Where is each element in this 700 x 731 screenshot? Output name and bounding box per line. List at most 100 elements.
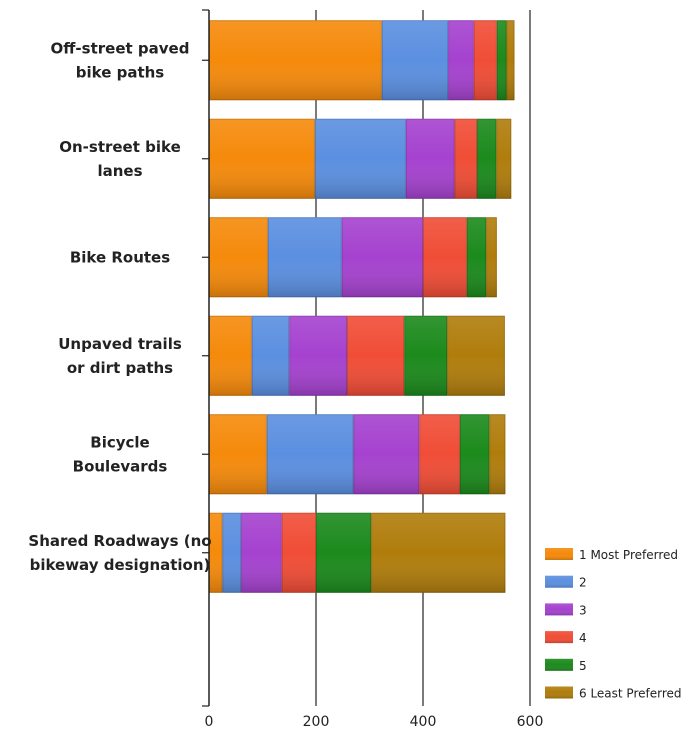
legend-label: 3 — [579, 603, 587, 617]
bars — [209, 20, 515, 593]
legend-label: 6 Least Preferred — [579, 687, 682, 701]
bar-segment-shade — [496, 20, 507, 101]
legend-swatch-shade — [545, 575, 573, 588]
bar-segment-border — [371, 512, 506, 593]
category-label: Shared Roadways (no bikeway designation) — [28, 532, 211, 574]
legend-swatch-shade — [545, 603, 573, 616]
bar-segment-shade — [209, 315, 252, 396]
bar-segment-border — [314, 118, 406, 199]
bar-segment-shade — [209, 118, 315, 199]
bar-segment-shade — [506, 20, 515, 101]
bar-segment-border — [459, 414, 490, 495]
bar-segment-shade — [466, 217, 487, 298]
category-label: On-street bike lanes — [59, 138, 181, 180]
bar-segment-shade — [405, 118, 455, 199]
x-tick-label: 400 — [410, 714, 437, 730]
bar-segment-border — [466, 217, 487, 298]
bar-segment-border — [477, 118, 497, 199]
legend-item: 1 Most Preferred — [545, 548, 678, 562]
bar-segment-shade — [459, 414, 490, 495]
bar-segment-shade — [314, 118, 406, 199]
legend-label: 5 — [579, 659, 587, 673]
bar-segment-border — [251, 315, 290, 396]
bar-segment-shade — [489, 414, 506, 495]
x-tick-label: 0 — [205, 714, 214, 730]
bar-segment-shade — [353, 414, 420, 495]
category-label: Bike Routes — [70, 248, 170, 266]
bar-segment-border — [341, 217, 423, 298]
bar-segment-shade — [266, 414, 354, 495]
bar-segment-border — [405, 118, 455, 199]
bar-segment-shade — [209, 20, 382, 101]
category-label-line: bikeway designation) — [30, 556, 211, 574]
bar-segment-border — [222, 512, 242, 593]
bar-segment-border — [496, 20, 507, 101]
category-label-line: bike paths — [76, 63, 165, 81]
legend-item: 2 — [545, 575, 587, 590]
bar-segment-shade — [241, 512, 282, 593]
category-label-line: Off-street paved — [51, 39, 190, 57]
category-label-line: Boulevards — [73, 457, 168, 475]
legend-swatch-shade — [545, 548, 573, 560]
bar-segment-shade — [447, 315, 505, 396]
bar-segment-shade — [381, 20, 449, 101]
bar-segment-border — [266, 414, 354, 495]
bar-segment-border — [454, 118, 478, 199]
bar-segment-shade — [316, 512, 372, 593]
bar-segment-shade — [404, 315, 448, 396]
x-tick-label: 200 — [303, 714, 330, 730]
bar-segment-border — [506, 20, 515, 101]
bar-segment-shade — [454, 118, 478, 199]
bar-segment-border — [448, 20, 474, 101]
bar-segment-shade — [281, 512, 316, 593]
legend-label: 2 — [579, 576, 587, 590]
bar-segment-border — [267, 217, 342, 298]
bar-segment-border — [381, 20, 449, 101]
legend-swatch-shade — [545, 658, 573, 671]
bar-segment-border — [281, 512, 317, 593]
legend-item: 6 Least Preferred — [545, 686, 682, 701]
bar-segment-shade — [209, 512, 223, 593]
bar-segment-shade — [209, 414, 267, 495]
category-label: Bicycle Boulevards — [73, 433, 168, 475]
legend-swatch-shade — [545, 631, 573, 644]
axes — [202, 9, 210, 707]
bar-segment-shade — [448, 20, 474, 101]
bar-segment-shade — [251, 315, 290, 396]
category-label-line: or dirt paths — [67, 359, 173, 377]
bar-segment-shade — [371, 512, 506, 593]
bar-segment-border — [419, 414, 460, 495]
bar-segment-border — [241, 512, 282, 593]
bar-segment-shade — [473, 20, 497, 101]
bar-segment-border — [353, 414, 420, 495]
bar-segment-border — [347, 315, 405, 396]
category-label-line: Bicycle — [90, 433, 149, 451]
bar-segment-border — [496, 118, 512, 199]
category-label-line: lanes — [97, 162, 142, 180]
legend-swatch-shade — [545, 686, 573, 699]
bar-segment-shade — [267, 217, 342, 298]
category-label-line: Unpaved trails — [58, 335, 182, 353]
bar-segment-shade — [486, 217, 497, 298]
category-label-line: Shared Roadways (no — [28, 532, 211, 550]
bar-segment-border — [447, 315, 505, 396]
bar-segment-shade — [341, 217, 423, 298]
bar-segment-border — [404, 315, 448, 396]
bar-segment-border — [486, 217, 497, 298]
category-label: Off-street paved bike paths — [51, 39, 190, 81]
category-label-line: On-street bike — [59, 138, 181, 156]
bar-segment-border — [423, 217, 467, 298]
legend-item: 3 — [545, 603, 587, 617]
bar-segment-shade — [209, 217, 268, 298]
bar-segment-shade — [496, 118, 512, 199]
bar-segment-shade — [419, 414, 460, 495]
bar-segment-border — [289, 315, 348, 396]
bar-segment-shade — [423, 217, 467, 298]
legend-label: 1 Most Preferred — [579, 548, 678, 562]
labels: Off-street paved bike paths On-street bike… — [28, 39, 543, 730]
bar-segment-shade — [222, 512, 242, 593]
bar-segment-shade — [347, 315, 405, 396]
category-label: Unpaved trails or dirt paths — [58, 335, 182, 377]
legend-item: 4 — [545, 631, 587, 645]
